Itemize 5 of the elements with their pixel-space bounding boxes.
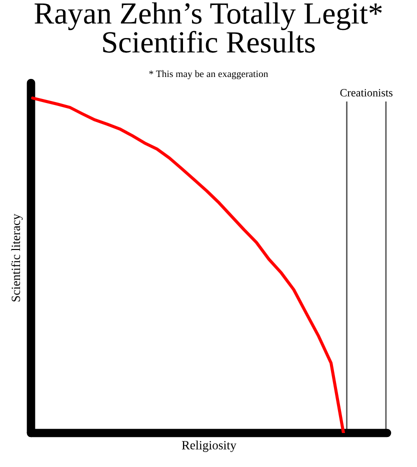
chart-subtitle: * This may be an exaggeration	[149, 70, 268, 80]
chart-title: Rayan Zehn’s Totally Legit* Scientific Results	[34, 2, 382, 53]
x-axis-title: Religiosity	[182, 440, 236, 452]
text: Creationists	[340, 89, 392, 96]
y-axis-title: Scientific literacy	[11, 214, 23, 302]
